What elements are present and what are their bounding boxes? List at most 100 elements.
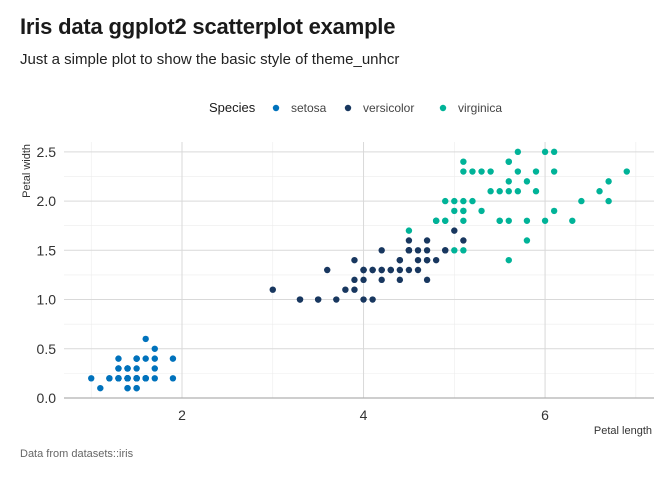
virginica-point [505, 256, 512, 264]
virginica-point [505, 178, 512, 185]
virginica-point [451, 247, 458, 254]
virginica-point [460, 207, 467, 215]
setosa-point [124, 375, 131, 382]
versicolor-point [296, 296, 304, 303]
virginica-point [469, 168, 476, 175]
versicolor-point [423, 247, 431, 254]
virginica-point [605, 197, 612, 205]
virginica-point [442, 217, 449, 224]
virginica-point [478, 168, 485, 175]
setosa-point [124, 365, 131, 372]
virginica-point [451, 197, 458, 205]
legend-key-setosa [272, 104, 280, 112]
versicolor-point [378, 276, 385, 284]
virginica-point [523, 217, 531, 224]
versicolor-point [387, 266, 394, 274]
versicolor-point [396, 276, 404, 284]
versicolor-point [269, 286, 276, 293]
versicolor-point [405, 247, 413, 254]
versicolor-point [369, 266, 376, 274]
virginica-point [550, 168, 558, 175]
x-axis-title: Petal length [594, 425, 652, 437]
setosa-point [115, 365, 122, 372]
virginica-point [532, 188, 540, 195]
virginica-point [496, 188, 503, 195]
versicolor-point [396, 256, 404, 264]
x-tick-label: 4 [360, 407, 368, 423]
legend-label-versicolor: versicolor [363, 101, 414, 115]
virginica-point [405, 227, 413, 234]
virginica-point [523, 237, 531, 244]
versicolor-point [360, 266, 367, 274]
y-tick-label: 2.0 [37, 193, 57, 209]
legend-label-virginica: virginica [458, 101, 502, 115]
setosa-point [142, 335, 149, 343]
y-tick-label: 0.0 [37, 390, 57, 406]
virginica-point [487, 168, 494, 175]
virginica-point [478, 207, 485, 215]
virginica-point [432, 217, 440, 224]
chart-title: Iris data ggplot2 scatterplot example [20, 14, 396, 39]
setosa-point [133, 355, 140, 362]
chart-subtitle: Just a simple plot to show the basic sty… [20, 51, 400, 68]
versicolor-point [451, 227, 458, 234]
versicolor-point [442, 247, 449, 254]
setosa-point [142, 375, 149, 382]
y-tick-label: 1.0 [37, 292, 57, 308]
setosa-point [151, 345, 158, 352]
setosa-point [133, 365, 140, 372]
virginica-point [460, 217, 467, 224]
versicolor-point [351, 276, 358, 284]
virginica-point [578, 197, 585, 205]
versicolor-point [324, 266, 331, 274]
setosa-point [124, 384, 131, 392]
virginica-point [496, 217, 503, 224]
legend-item-virginica: virginica [439, 101, 502, 115]
versicolor-point [414, 266, 422, 274]
versicolor-point [333, 296, 340, 303]
virginica-point [487, 188, 494, 195]
versicolor-point [423, 237, 431, 244]
y-axis-title: Petal width [21, 144, 33, 198]
versicolor-point [351, 256, 358, 264]
axes: 0.0 0.5 1.0 1.5 2.0 2.5 2 4 6 Petal length Petal w… [21, 144, 654, 437]
setosa-point [151, 365, 158, 372]
versicolor-point [423, 276, 431, 284]
virginica-point [505, 188, 512, 195]
legend: Species setosa versicolor virginica [209, 100, 502, 115]
setosa-point [106, 375, 113, 382]
legend-title: Species [209, 100, 256, 115]
virginica-point [569, 217, 576, 224]
legend-item-versicolor: versicolor [344, 101, 414, 115]
setosa-point [133, 384, 140, 392]
versicolor-point [369, 296, 376, 303]
grid-lines [64, 142, 654, 398]
versicolor-point [342, 286, 349, 293]
virginica-point [623, 168, 630, 175]
virginica-point [505, 158, 512, 165]
y-tick-label: 1.5 [37, 242, 57, 258]
virginica-point [550, 148, 558, 156]
virginica-point [460, 158, 467, 165]
virginica-point [596, 188, 603, 195]
virginica-point [451, 207, 458, 215]
virginica-point [541, 217, 549, 224]
virginica-point [541, 148, 549, 156]
versicolor-point [405, 237, 413, 244]
virginica-point [460, 168, 467, 175]
x-tick-label: 2 [178, 407, 186, 423]
legend-item-setosa: setosa [272, 101, 327, 115]
virginica-point [460, 197, 467, 205]
versicolor-point [378, 266, 385, 274]
virginica-point [532, 168, 540, 175]
setosa-point [115, 355, 122, 362]
versicolor-point [360, 296, 367, 303]
versicolor-point [314, 296, 322, 303]
versicolor-point [414, 256, 422, 264]
x-tick-label: 6 [541, 407, 549, 423]
virginica-point [514, 148, 522, 156]
legend-key-virginica [439, 104, 447, 112]
virginica-point [605, 178, 612, 185]
setosa-point [142, 355, 149, 362]
setosa-point [88, 375, 95, 382]
